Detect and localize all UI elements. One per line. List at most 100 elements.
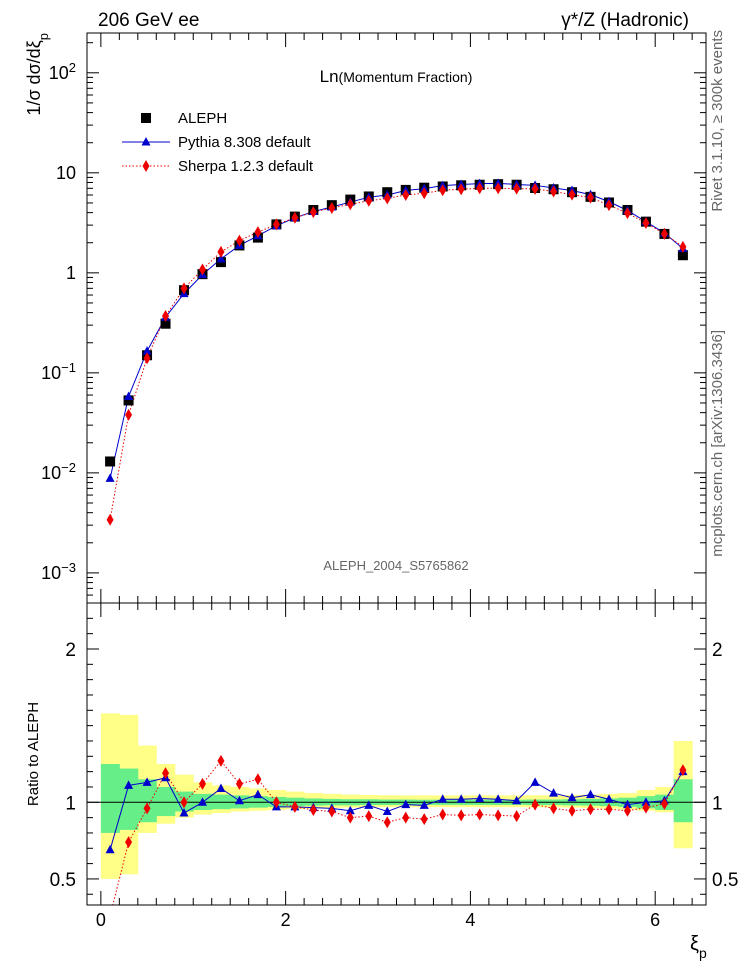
sherpa-1-2-3-default-point (346, 198, 354, 211)
y-tick-exp: −1 (61, 359, 76, 374)
sherpa-1-2-3-default-point (402, 189, 410, 202)
pythia-8-308-default-ratio-point (419, 800, 429, 809)
stat-uncertainty-band (156, 786, 176, 817)
sherpa-1-2-3-default-point (180, 282, 188, 295)
pythia-8-308-default-ratio-point (253, 789, 263, 799)
sherpa-1-2-3-default-point (623, 207, 631, 220)
sherpa-1-2-3-default-point (254, 226, 262, 239)
sherpa-1-2-3-default-ratio-point (125, 836, 133, 849)
y-tick-label: 1 (66, 263, 76, 283)
legend-marker-sherpa-1-2-3-default (142, 160, 150, 172)
pythia-8-308-default-ratio-point (234, 795, 244, 805)
x-tick-label: 2 (281, 910, 291, 930)
ratio-uncertainty-bands (87, 713, 706, 879)
sherpa-1-2-3-default-point (235, 234, 243, 247)
sherpa-1-2-3-default-point (309, 206, 317, 219)
ratio-y-tick-label: 0.5 (50, 870, 76, 891)
x-tick-label: 6 (650, 910, 660, 930)
pythia-8-308-default-point (216, 253, 226, 263)
aleph-point (677, 250, 688, 261)
sherpa-1-2-3-default-ratio-point (679, 764, 687, 777)
legend-marker-aleph (141, 113, 151, 123)
sherpa-1-2-3-default-ratio-point (587, 803, 595, 816)
legend: ALEPH Pythia 8.308 default Sherpa 1.2.3 de… (122, 110, 314, 175)
sherpa-1-2-3-default-ratio-point (143, 802, 151, 815)
sherpa-1-2-3-default-ratio-point (198, 777, 206, 790)
pythia-8-308-default-point (142, 346, 152, 355)
mcplots-text: mcplots.cern.ch [arXiv:1306.3436] (709, 330, 726, 557)
pythia-8-308-default-ratio-point (622, 799, 632, 809)
x-axis-label: ξp (690, 933, 707, 961)
sherpa-1-2-3-default-ratio-point (383, 816, 391, 829)
sherpa-1-2-3-default-ratio-point (513, 810, 521, 823)
chart-title-rest: (Momentum Fraction) (339, 69, 473, 85)
chart-title-ln: Ln (320, 67, 339, 86)
ratio-y-tick-label-right: 1 (712, 793, 723, 814)
ratio-y-tick-label-right: 0.5 (712, 870, 738, 891)
pythia-8-308-default-ratio-point (401, 799, 411, 809)
sherpa-1-2-3-default-ratio-point (180, 796, 188, 809)
sherpa-1-2-3-default-point (642, 216, 650, 229)
ratio-series (105, 754, 688, 905)
y-tick-label: 10−1 (41, 359, 76, 383)
sherpa-1-2-3-default-ratio-point (272, 796, 280, 809)
pythia-8-308-default-ratio-point (530, 777, 540, 786)
pythia-8-308-default-ratio-line (109, 771, 684, 850)
sherpa-1-2-3-default-point (605, 199, 613, 212)
legend-label-pythia-8-308-default: Pythia 8.308 default (178, 134, 311, 151)
sherpa-1-2-3-default-ratio-point (642, 801, 650, 814)
pythia-8-308-default-ratio-point (604, 794, 614, 803)
sherpa-1-2-3-default-ratio-point (568, 804, 576, 817)
sherpa-1-2-3-default-ratio-point (439, 808, 447, 821)
sherpa-1-2-3-default-ratio-point (291, 800, 299, 813)
ratio-frame (86, 602, 707, 906)
sherpa-1-2-3-default-point (660, 227, 668, 240)
pythia-8-308-default-ratio-point (641, 797, 651, 806)
pythia-8-308-default-line (109, 182, 684, 479)
sherpa-1-2-3-default-point (383, 192, 391, 205)
stat-uncertainty-band (137, 779, 157, 823)
sherpa-1-2-3-default-point (365, 194, 373, 207)
chart-title: Ln(Momentum Fraction) (320, 67, 473, 86)
pythia-8-308-default-ratio-point (475, 793, 485, 802)
sherpa-1-2-3-default-ratio-point (309, 803, 317, 816)
sherpa-1-2-3-default-point (272, 218, 280, 231)
x-label-xi: ξ (690, 933, 699, 955)
pythia-8-308-default-ratio-point (382, 806, 392, 815)
y-tick-label: 102 (49, 59, 76, 83)
y-tick-base: 10 (41, 363, 61, 383)
y-tick-label: 10−3 (41, 559, 76, 583)
aleph-point (123, 395, 134, 406)
pythia-8-308-default-ratio-point (549, 788, 559, 797)
pythia-8-308-default-ratio-point (456, 794, 466, 803)
sherpa-1-2-3-default-ratio-point (531, 798, 539, 811)
sherpa-1-2-3-default-point (513, 182, 521, 195)
y-tick-exp: 2 (69, 59, 76, 74)
main-series (105, 178, 688, 526)
pythia-8-308-default-ratio-point (345, 805, 355, 815)
stat-uncertainty-band (119, 768, 139, 830)
pythia-8-308-default-ratio-point (179, 808, 189, 817)
sherpa-1-2-3-default-point (328, 201, 336, 214)
sherpa-1-2-3-default-ratio-point (660, 797, 668, 810)
header-right: γ*/Z (Hadronic) (561, 10, 689, 31)
y-tick-label: 10−2 (41, 459, 76, 483)
y-tick-base: 10 (49, 63, 69, 83)
sherpa-1-2-3-default-point (291, 211, 299, 224)
x-label-sub: p (699, 945, 707, 961)
aleph-point (105, 456, 116, 467)
stat-uncertainty-band (673, 779, 693, 823)
ratio-panel: 0 2 4 6 0.5 0.5 1 1 2 2 Ratio to ALEPH ξp (25, 602, 738, 961)
sherpa-1-2-3-default-ratio-point (235, 777, 243, 790)
main-y-axis-label: 1/σ dσ/dξp (24, 33, 51, 116)
y-tick-base: 10 (41, 463, 61, 483)
header-left: 206 GeV ee (98, 10, 199, 31)
sherpa-1-2-3-default-ratio-point (217, 754, 225, 767)
pythia-8-308-default-ratio-point (216, 783, 226, 792)
sherpa-1-2-3-default-ratio-point (476, 808, 484, 821)
pythia-8-308-default-ratio-point (142, 777, 152, 786)
sherpa-1-2-3-default-point (198, 263, 206, 276)
sherpa-1-2-3-default-ratio-point (328, 805, 336, 818)
pythia-8-308-default-ratio-point (105, 844, 115, 854)
pythia-8-308-default-point (105, 473, 115, 482)
